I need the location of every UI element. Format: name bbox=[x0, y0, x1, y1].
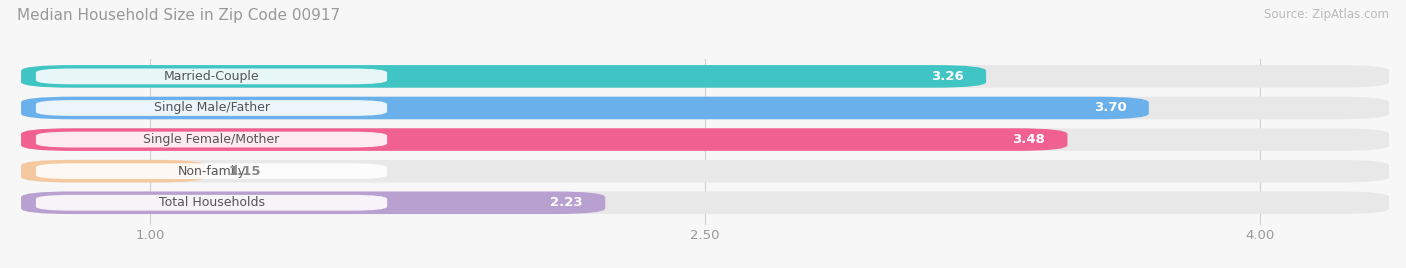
FancyBboxPatch shape bbox=[21, 191, 1389, 214]
FancyBboxPatch shape bbox=[21, 97, 1389, 119]
FancyBboxPatch shape bbox=[37, 100, 387, 116]
Text: Median Household Size in Zip Code 00917: Median Household Size in Zip Code 00917 bbox=[17, 8, 340, 23]
FancyBboxPatch shape bbox=[37, 195, 387, 211]
Text: Single Male/Father: Single Male/Father bbox=[153, 102, 270, 114]
FancyBboxPatch shape bbox=[21, 128, 1389, 151]
Text: Single Female/Mother: Single Female/Mother bbox=[143, 133, 280, 146]
Text: 3.48: 3.48 bbox=[1012, 133, 1045, 146]
FancyBboxPatch shape bbox=[37, 69, 387, 84]
Text: Married-Couple: Married-Couple bbox=[163, 70, 259, 83]
FancyBboxPatch shape bbox=[21, 65, 986, 88]
FancyBboxPatch shape bbox=[21, 160, 205, 183]
Text: 3.26: 3.26 bbox=[931, 70, 965, 83]
Text: 2.23: 2.23 bbox=[551, 196, 583, 209]
FancyBboxPatch shape bbox=[21, 97, 1149, 119]
FancyBboxPatch shape bbox=[21, 160, 1389, 183]
Text: Source: ZipAtlas.com: Source: ZipAtlas.com bbox=[1264, 8, 1389, 21]
FancyBboxPatch shape bbox=[21, 65, 1389, 88]
FancyBboxPatch shape bbox=[37, 163, 387, 179]
FancyBboxPatch shape bbox=[21, 191, 605, 214]
Text: 3.70: 3.70 bbox=[1094, 102, 1126, 114]
Text: 1.15: 1.15 bbox=[228, 165, 260, 178]
FancyBboxPatch shape bbox=[37, 132, 387, 147]
FancyBboxPatch shape bbox=[21, 128, 1067, 151]
Text: Non-family: Non-family bbox=[177, 165, 246, 178]
Text: Total Households: Total Households bbox=[159, 196, 264, 209]
